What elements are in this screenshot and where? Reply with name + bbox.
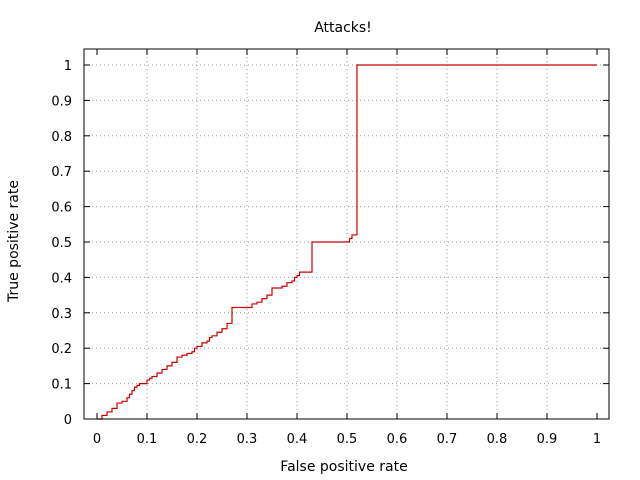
y-axis-ticks: 0 0.1 0.2 0.3 0.4 0.5 0.6 0.7 0.8 0.9 1 <box>51 59 609 428</box>
y-tick-label: 0.6 <box>51 201 72 216</box>
x-tick-label: 0.5 <box>337 432 358 447</box>
x-tick-label: 0.6 <box>387 432 408 447</box>
x-tick-label: 1 <box>593 432 601 447</box>
x-axis-label: False positive rate <box>280 459 407 475</box>
y-tick-label: 0.8 <box>51 130 72 145</box>
x-tick-label: 0 <box>93 432 101 447</box>
y-tick-label: 1 <box>64 59 72 74</box>
chart-title: Attacks! <box>314 20 372 36</box>
x-tick-label: 0.1 <box>137 432 158 447</box>
y-axis-label: True positive rate <box>6 180 22 303</box>
y-tick-label: 0.7 <box>51 165 72 180</box>
x-tick-label: 0.9 <box>537 432 558 447</box>
x-tick-label: 0.4 <box>287 432 308 447</box>
x-tick-label: 0.2 <box>187 432 208 447</box>
x-tick-label: 0.7 <box>437 432 458 447</box>
y-tick-label: 0.3 <box>51 307 72 322</box>
y-tick-label: 0.1 <box>51 378 72 393</box>
y-tick-label: 0.5 <box>51 236 72 251</box>
plot-frame <box>83 48 610 420</box>
y-tick-label: 0.2 <box>51 342 72 357</box>
x-tick-label: 0.3 <box>237 432 258 447</box>
x-tick-label: 0.8 <box>487 432 508 447</box>
y-tick-label: 0 <box>64 413 72 428</box>
y-tick-label: 0.4 <box>51 271 72 286</box>
grid-lines <box>84 49 609 419</box>
y-tick-label: 0.9 <box>51 94 72 109</box>
series-line <box>97 64 597 420</box>
x-axis-ticks: 0 0.1 0.2 0.3 0.4 0.5 0.6 0.7 0.8 0.9 1 <box>93 49 601 447</box>
